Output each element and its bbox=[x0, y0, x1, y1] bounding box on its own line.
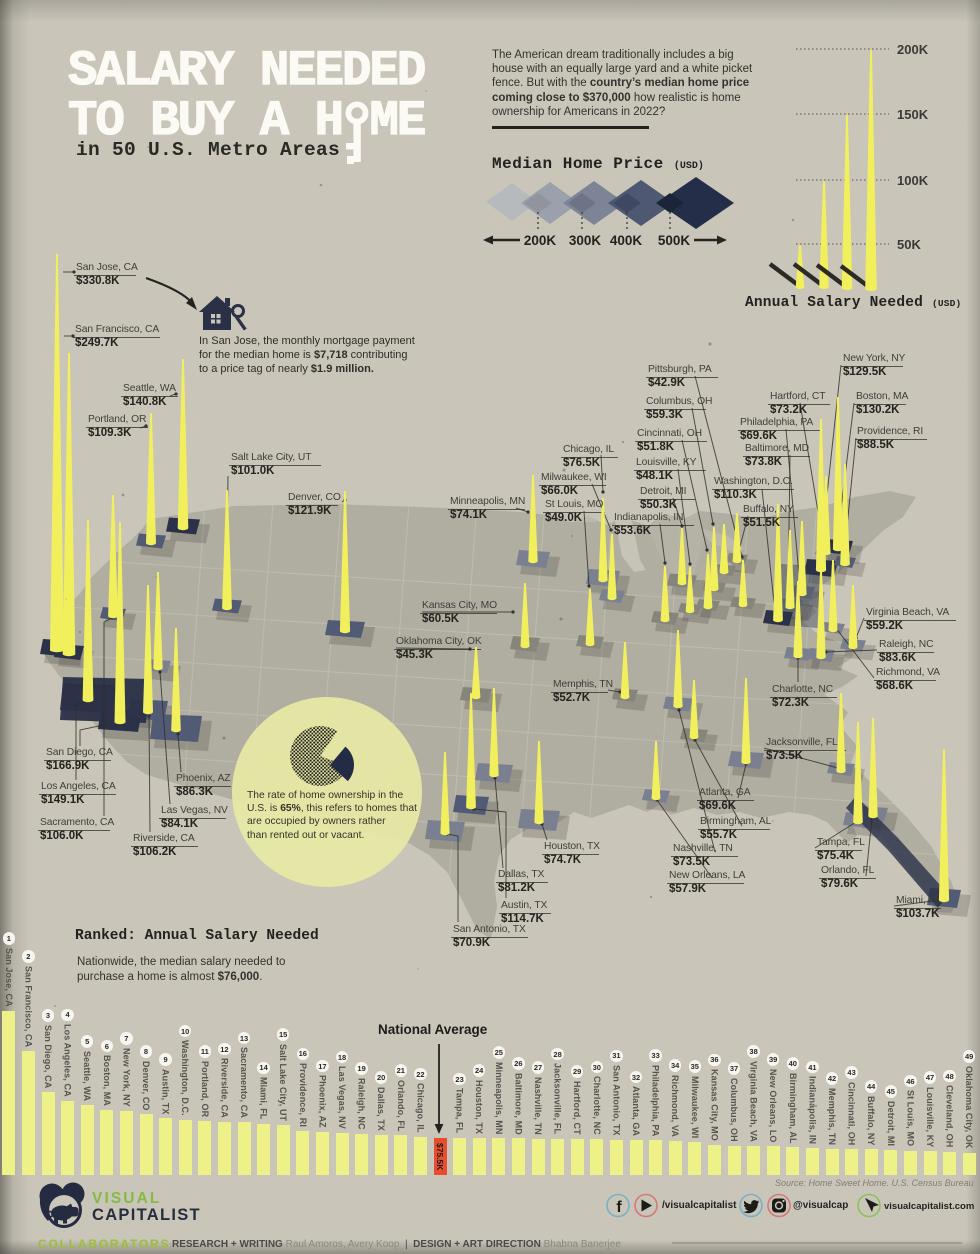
svg-text:f: f bbox=[616, 1199, 622, 1216]
